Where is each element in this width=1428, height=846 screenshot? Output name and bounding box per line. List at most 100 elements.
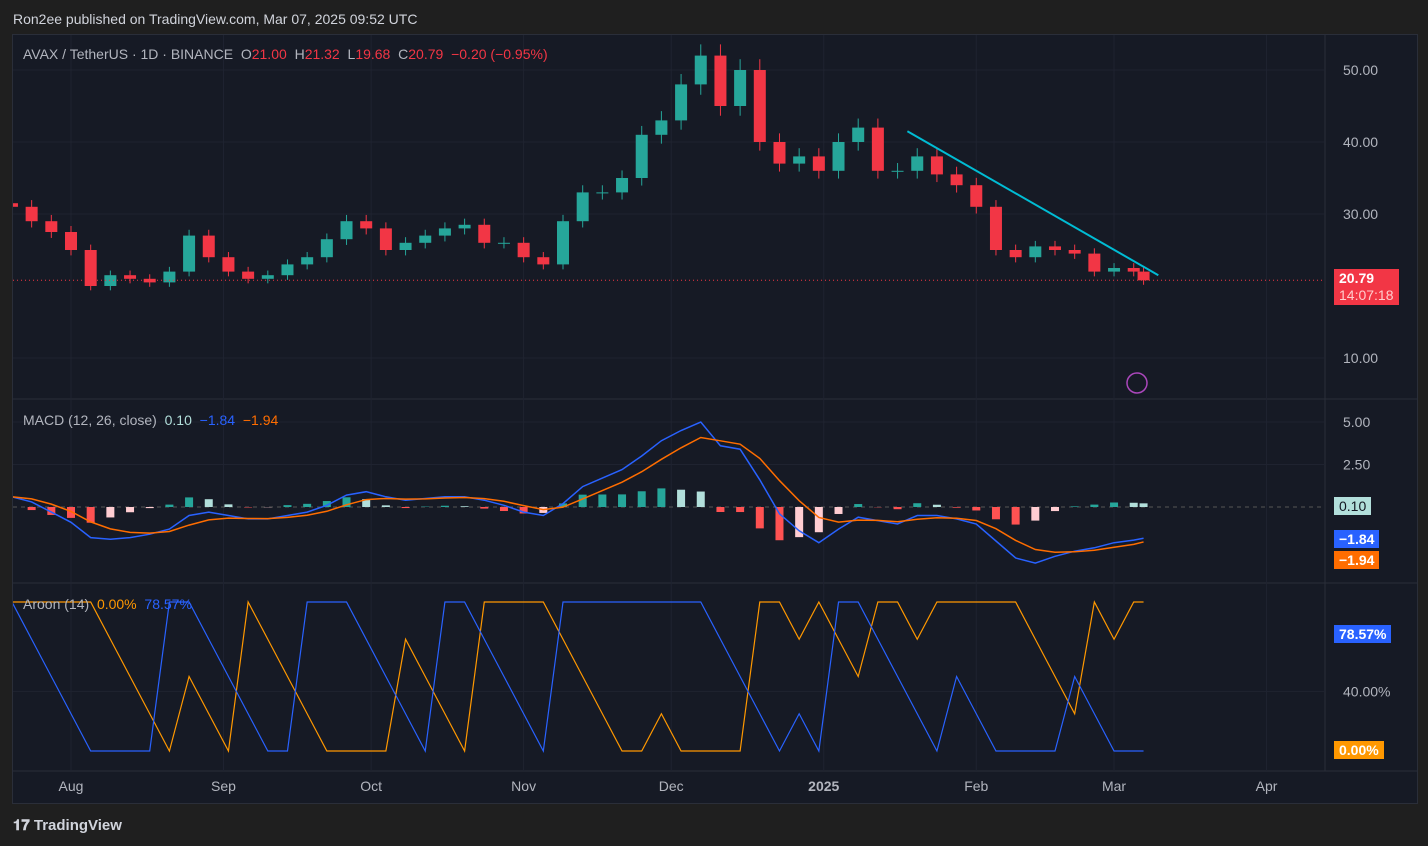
candle bbox=[753, 70, 766, 142]
macd-histogram-bar bbox=[893, 507, 902, 510]
macd-histogram-bar bbox=[27, 507, 36, 511]
candle bbox=[517, 242, 530, 258]
chart-frame[interactable]: Aug Sep Oct Nov Dec 2025 Feb Mar Apr 50.00 40.00 30… bbox=[12, 34, 1418, 804]
candle bbox=[576, 192, 589, 222]
time-tick-label: Feb bbox=[964, 778, 988, 794]
candle bbox=[734, 70, 747, 106]
change-value: −0.20 (−0.95%) bbox=[451, 46, 548, 62]
macd-histogram-bar bbox=[1031, 507, 1040, 521]
candle bbox=[45, 221, 58, 232]
price-tick-label: 50.00 bbox=[1343, 62, 1378, 78]
macd-histogram-bar bbox=[342, 497, 351, 507]
macd-histogram-bar bbox=[854, 504, 863, 507]
candle bbox=[163, 271, 176, 283]
candle bbox=[65, 232, 77, 250]
trendline bbox=[906, 130, 1159, 277]
price-tick-label: 40.00 bbox=[1343, 134, 1378, 150]
close-value: 20.79 bbox=[408, 46, 444, 62]
time-tick-label: Apr bbox=[1256, 778, 1278, 794]
aroon-up-line bbox=[13, 601, 1144, 753]
signal-value: −1.94 bbox=[242, 412, 279, 428]
candle bbox=[793, 156, 806, 164]
candle bbox=[970, 185, 983, 207]
symbol-label: AVAX / TetherUS · 1D · BINANCE bbox=[23, 46, 234, 62]
candle bbox=[1137, 271, 1150, 281]
candle bbox=[497, 242, 510, 244]
candle bbox=[340, 221, 353, 240]
logo-icon: 𝟏𝟕 bbox=[13, 817, 34, 834]
macd-histogram-bar bbox=[716, 507, 725, 512]
signal-tag: −1.94 bbox=[1334, 551, 1380, 569]
candle bbox=[635, 134, 648, 178]
candle bbox=[930, 156, 943, 175]
time-tick-label: Oct bbox=[360, 778, 382, 794]
aroon-down-tag: 0.00% bbox=[1334, 741, 1384, 759]
candle bbox=[13, 203, 18, 207]
macd-histogram-bar bbox=[736, 507, 745, 513]
published-note: Ron2ee published on TradingView.com, Mar… bbox=[13, 11, 418, 27]
macd-tick-label: 2.50 bbox=[1343, 457, 1370, 473]
candle bbox=[84, 250, 97, 286]
close-label: C bbox=[398, 46, 409, 62]
time-tick-label: Aug bbox=[59, 778, 84, 794]
macd-histogram-bar bbox=[913, 503, 922, 507]
candle bbox=[360, 221, 373, 229]
macd-line bbox=[13, 421, 1144, 564]
macd-tag: −1.84 bbox=[1334, 530, 1380, 548]
candle bbox=[989, 206, 1002, 250]
macd-histogram-bar bbox=[755, 507, 764, 529]
candle bbox=[773, 142, 786, 164]
macd-histogram-bar bbox=[972, 507, 981, 511]
price-tick-label: 30.00 bbox=[1343, 206, 1378, 222]
aroon-title: Aroon (14) bbox=[23, 596, 90, 612]
high-label: H bbox=[294, 46, 305, 62]
macd-histogram-bar bbox=[86, 507, 95, 523]
macd-histogram-bar bbox=[145, 507, 154, 509]
macd-histogram-bar bbox=[637, 491, 646, 507]
aroon-down-line bbox=[13, 600, 1144, 753]
macd-histogram-bar bbox=[677, 489, 686, 507]
time-tick-label: 2025 bbox=[808, 778, 839, 794]
candle bbox=[911, 156, 924, 171]
macd-histogram-bar bbox=[1129, 502, 1138, 507]
time-tick-label: Nov bbox=[511, 778, 536, 794]
macd-histogram-bar bbox=[578, 494, 587, 507]
last-price: 20.79 bbox=[1339, 270, 1375, 286]
candle bbox=[1029, 246, 1042, 258]
symbol-legend: AVAX / TetherUS · 1D · BINANCE O21.00 H2… bbox=[23, 46, 548, 62]
macd-histogram-bar bbox=[303, 503, 312, 507]
macd-histogram-bar bbox=[47, 507, 56, 515]
candle bbox=[379, 228, 392, 250]
candle bbox=[419, 235, 432, 243]
macd-value: −1.84 bbox=[199, 412, 236, 428]
macd-histogram-bar bbox=[1011, 507, 1020, 525]
candle bbox=[1108, 268, 1121, 272]
macd-histogram-bar bbox=[814, 507, 823, 533]
aroon-up-tag: 78.57% bbox=[1334, 625, 1392, 643]
last-price-tag: 20.79 14:07:18 bbox=[1334, 269, 1399, 305]
candle bbox=[871, 127, 884, 171]
low-value: 19.68 bbox=[355, 46, 391, 62]
macd-histogram-bar bbox=[440, 505, 449, 507]
candle bbox=[832, 142, 845, 171]
macd-histogram-bar bbox=[1090, 504, 1099, 507]
candle bbox=[891, 170, 904, 172]
macd-histogram-bar bbox=[696, 491, 705, 507]
candle bbox=[616, 178, 629, 193]
candle bbox=[1009, 250, 1022, 258]
chart-canvas[interactable]: Aug Sep Oct Nov Dec 2025 Feb Mar Apr 50.00 40.00 30… bbox=[13, 35, 1417, 803]
tradingview-logo[interactable]: 𝟏𝟕 TradingView bbox=[13, 817, 122, 834]
macd-histogram-bar bbox=[126, 507, 135, 513]
aroon-legend: Aroon (14) 0.00% 78.57% bbox=[23, 596, 192, 612]
aroon-up-value: 78.57% bbox=[144, 596, 192, 612]
candle bbox=[1088, 253, 1101, 272]
high-value: 21.32 bbox=[304, 46, 340, 62]
macd-histogram-bar bbox=[519, 507, 528, 514]
macd-histogram-bar bbox=[499, 507, 508, 512]
macd-hist-value: 0.10 bbox=[164, 412, 192, 428]
candle bbox=[261, 275, 274, 279]
candle bbox=[458, 224, 471, 229]
macd-histogram-bar bbox=[401, 507, 410, 509]
candle bbox=[104, 275, 117, 286]
candle bbox=[242, 271, 255, 279]
